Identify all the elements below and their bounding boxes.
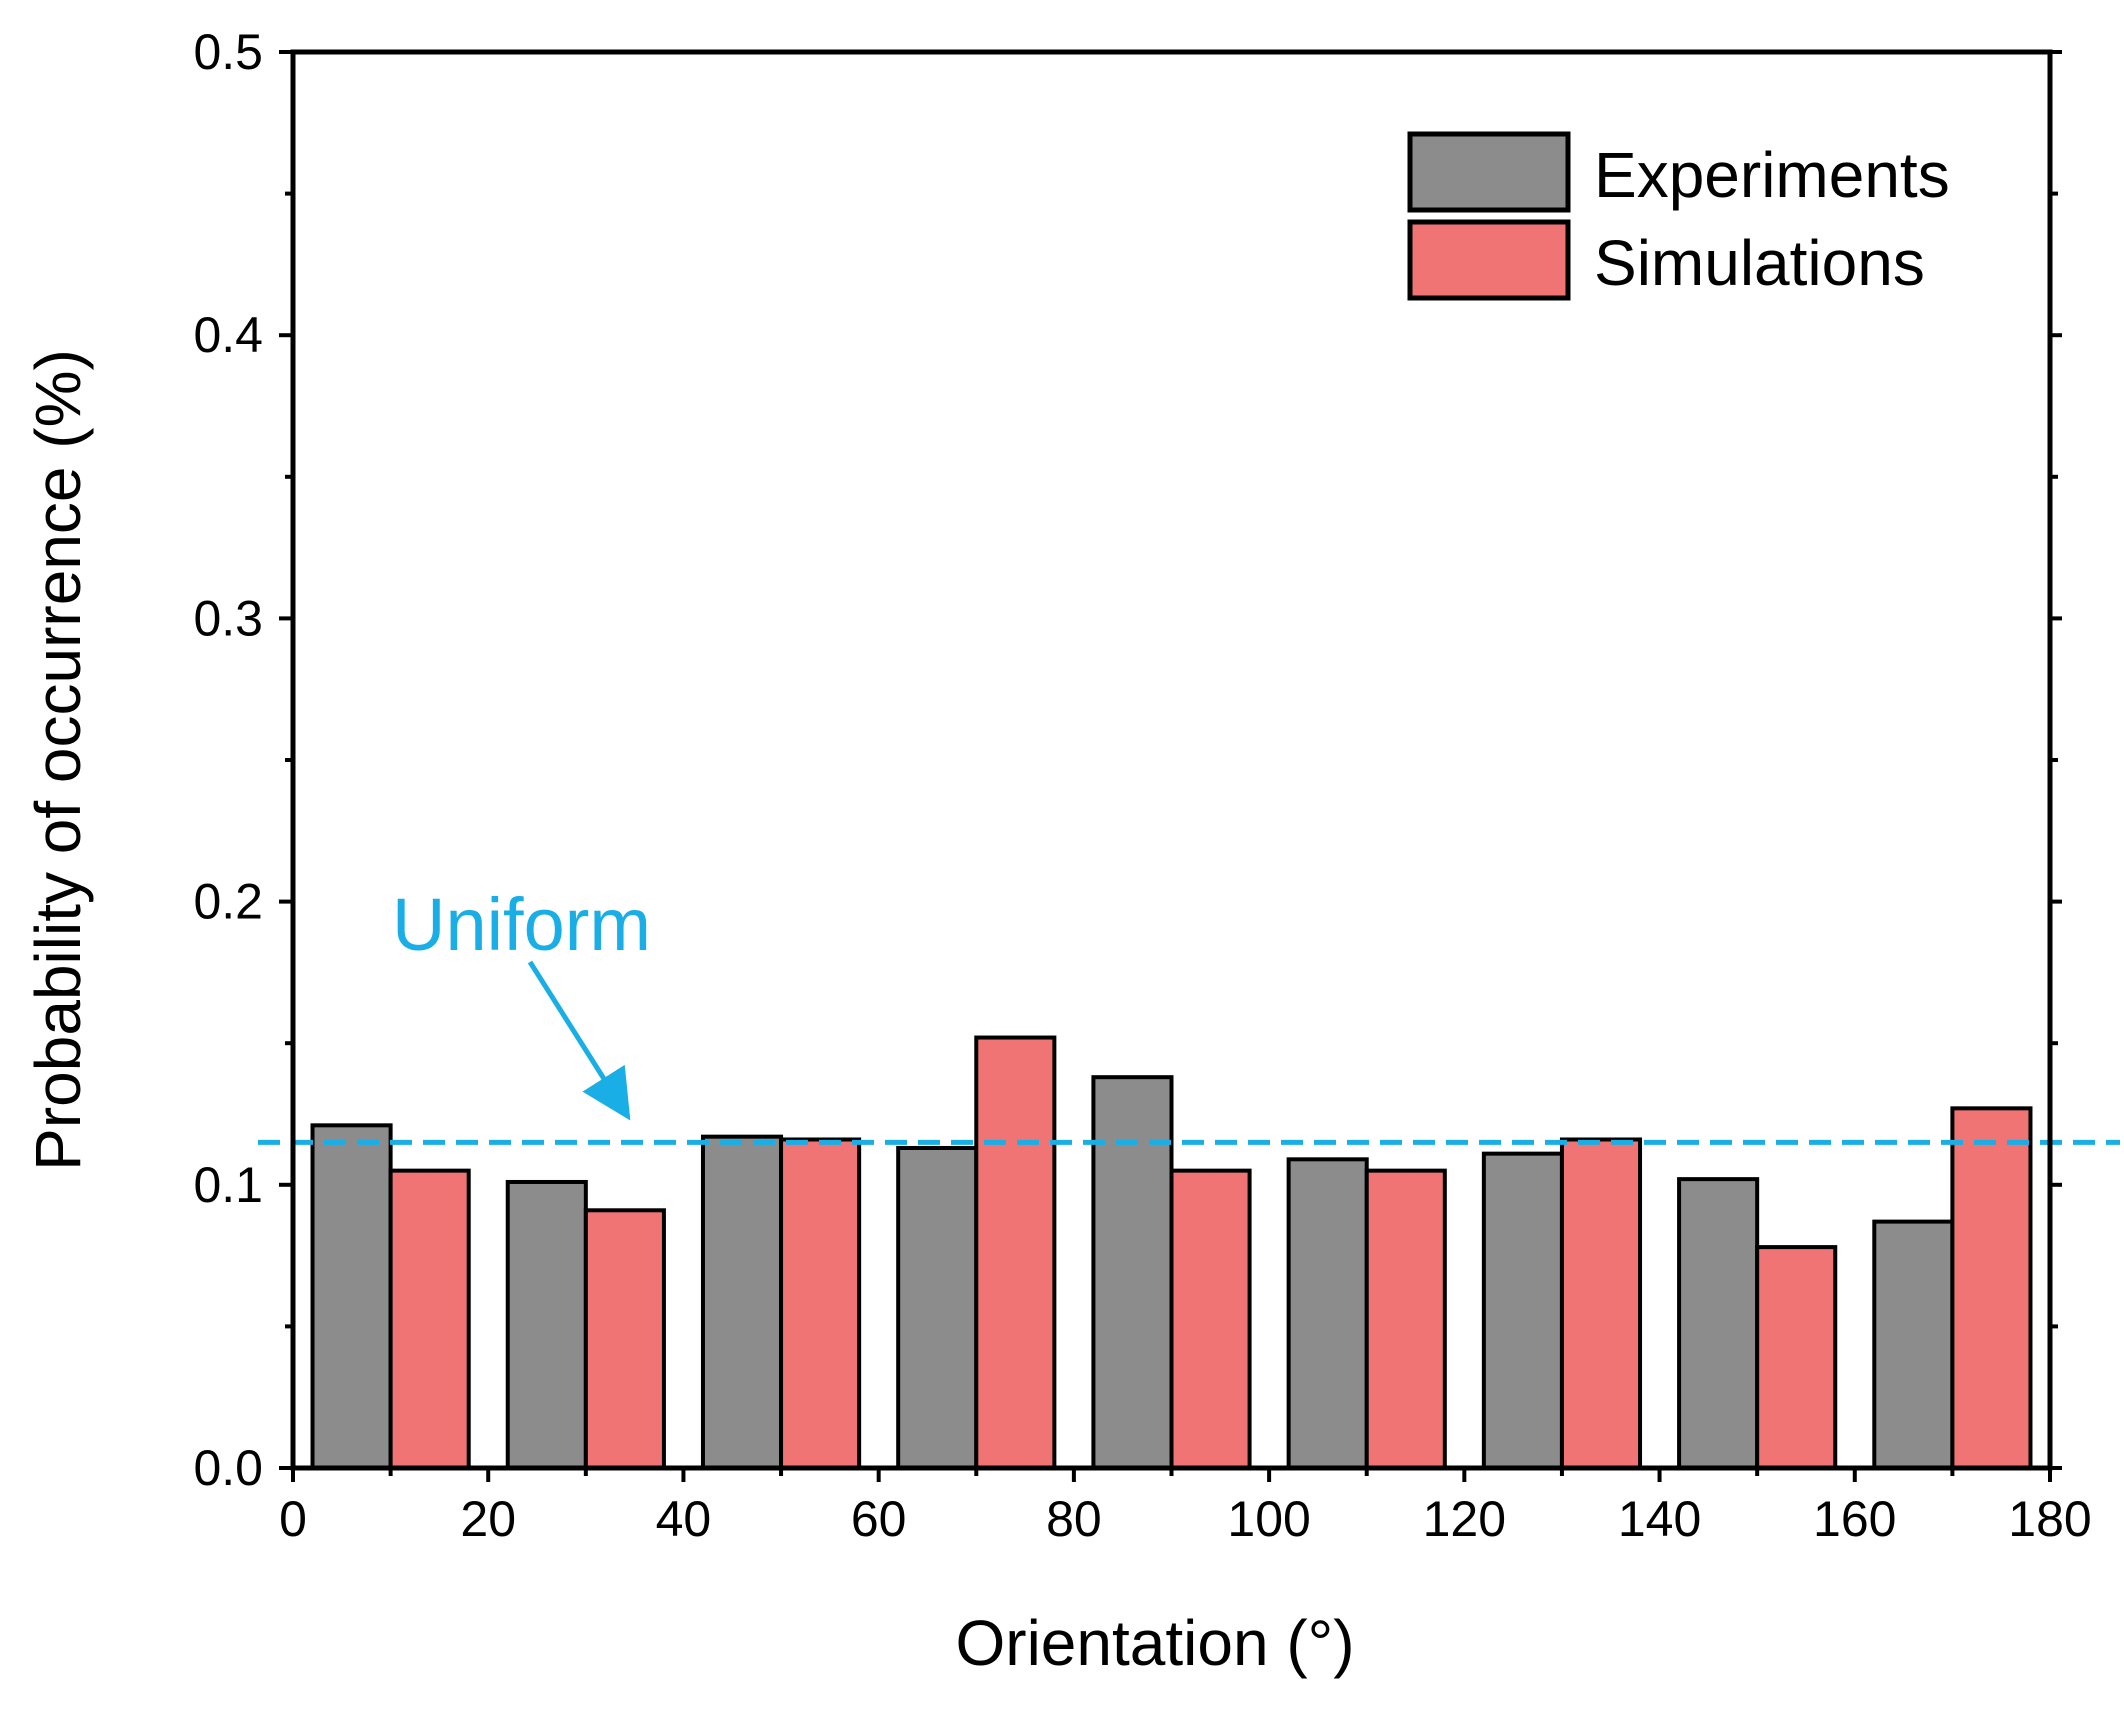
bars-layer xyxy=(310,1035,2033,1471)
bar-experiments-1 xyxy=(505,1179,588,1471)
bar-experiments-3 xyxy=(896,1145,979,1470)
legend-label-simulations: Simulations xyxy=(1594,227,1925,299)
legend: Experiments Simulations xyxy=(1407,131,1950,301)
y-tick-label: 0.2 xyxy=(193,874,263,930)
bar-simulations-5 xyxy=(1364,1168,1447,1470)
x-tick-label: 0 xyxy=(279,1491,307,1547)
x-tick-label: 60 xyxy=(851,1491,907,1547)
bar-experiments-0 xyxy=(310,1123,393,1470)
bar-simulations-0 xyxy=(388,1168,471,1470)
bar-simulations-4 xyxy=(1169,1168,1252,1470)
bar-experiments-7 xyxy=(1677,1177,1760,1470)
ticks-layer: 0 20 40 60 80 100 120 140 160 180 0.0 0.1 0.2 0.3 0.4 0… xyxy=(193,24,2091,1547)
legend-swatch-experiments xyxy=(1407,131,1571,213)
bar-simulations-3 xyxy=(974,1035,1057,1470)
y-tick-label: 0.4 xyxy=(193,307,263,363)
x-tick-label: 20 xyxy=(460,1491,516,1547)
legend-swatch-simulations xyxy=(1407,219,1571,301)
bar-simulations-8 xyxy=(1950,1106,2033,1471)
legend-label-experiments: Experiments xyxy=(1594,139,1950,211)
uniform-annotation: Uniform xyxy=(392,883,651,1121)
x-tick-label: 160 xyxy=(1813,1491,1896,1547)
y-axis-title: Probability of occurrence (%) xyxy=(22,349,94,1171)
y-tick-label: 0.5 xyxy=(193,24,263,80)
bar-simulations-6 xyxy=(1559,1137,1643,1471)
y-tick-label: 0.0 xyxy=(193,1440,263,1496)
uniform-arrow xyxy=(527,960,631,1121)
x-tick-label: 100 xyxy=(1227,1491,1310,1547)
x-tick-label: 80 xyxy=(1046,1491,1102,1547)
bar-simulations-2 xyxy=(779,1137,862,1471)
x-tick-label: 120 xyxy=(1423,1491,1506,1547)
x-tick-label: 180 xyxy=(2008,1491,2091,1547)
bar-experiments-6 xyxy=(1481,1151,1564,1470)
y-tick-label: 0.1 xyxy=(193,1157,263,1213)
uniform-label: Uniform xyxy=(392,883,651,966)
x-tick-label: 40 xyxy=(656,1491,712,1547)
bar-experiments-5 xyxy=(1286,1157,1369,1470)
bar-experiments-4 xyxy=(1091,1075,1174,1470)
y-tick-label: 0.3 xyxy=(193,590,263,646)
bar-experiments-8 xyxy=(1872,1219,1955,1470)
bar-experiments-2 xyxy=(700,1134,784,1470)
bar-simulations-7 xyxy=(1755,1245,1838,1470)
x-axis-title: Orientation (°) xyxy=(955,1607,1354,1679)
x-tick-label: 140 xyxy=(1618,1491,1701,1547)
bar-simulations-1 xyxy=(583,1208,666,1470)
